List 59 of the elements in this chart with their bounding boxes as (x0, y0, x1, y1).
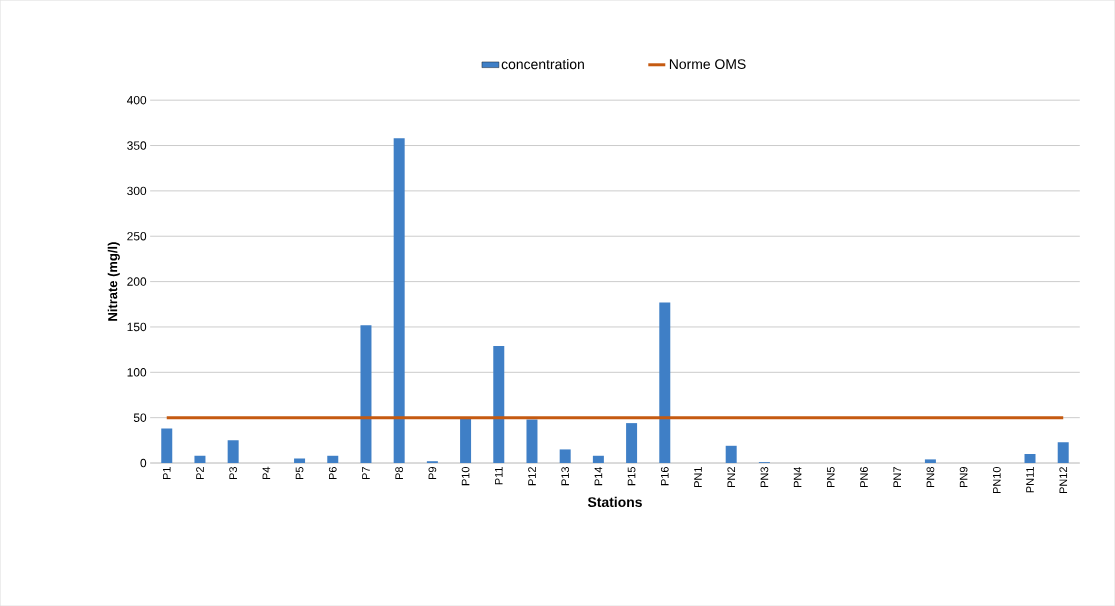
x-tick-label: P7 (362, 467, 370, 479)
bar (659, 302, 671, 463)
y-axis-title: Nitrate (mg/l) (107, 242, 120, 321)
x-tick-label: PN11 (1026, 467, 1034, 493)
x-tick-label: PN10 (992, 466, 1001, 493)
bar (161, 428, 173, 463)
x-tick-label: PN3 (760, 466, 769, 487)
x-tick-label: PN6 (860, 466, 868, 487)
x-tick-label: PN5 (826, 466, 835, 487)
x-axis-title: Stations (587, 496, 642, 507)
y-tick-label: 250 (127, 231, 147, 241)
y-tick-label: 150 (127, 322, 147, 332)
y-tick-label: 400 (126, 95, 147, 105)
bar (460, 418, 472, 463)
bar (360, 325, 372, 463)
x-tick-label: P12 (528, 467, 536, 486)
x-tick-label: P15 (627, 466, 636, 486)
y-tick-label: 50 (133, 413, 147, 422)
y-tick-label: 350 (127, 141, 147, 150)
x-tick-label: P13 (561, 466, 570, 486)
y-tick-label: 100 (127, 368, 147, 377)
x-tick-label: P4 (262, 466, 271, 479)
bar (592, 455, 604, 463)
x-tick-label: PN2 (727, 467, 736, 487)
x-tick-label: P1 (163, 467, 171, 479)
y-tick-label: 300 (127, 186, 147, 196)
legend-label: Norme OMS (669, 59, 746, 69)
x-tick-label: PN12 (1059, 467, 1068, 493)
x-tick-label: P2 (196, 467, 204, 479)
bar (924, 459, 936, 463)
x-tick-label: P11 (495, 467, 503, 485)
y-tick-label: 0 (140, 458, 147, 468)
y-tick-label: 200 (127, 277, 147, 286)
x-tick-label: PN9 (959, 466, 968, 487)
x-tick-label: P6 (328, 466, 337, 479)
x-tick-label: P9 (428, 466, 437, 479)
bar (294, 458, 306, 463)
bar (559, 449, 571, 463)
x-tick-label: PN7 (893, 467, 901, 487)
x-tick-label: PN4 (793, 466, 802, 487)
bar (526, 419, 538, 463)
bar (327, 455, 339, 463)
bar (1024, 453, 1036, 463)
x-tick-label: P16 (660, 466, 669, 486)
bar (227, 440, 239, 463)
x-tick-label: P14 (594, 466, 603, 486)
x-tick-label: P5 (295, 466, 304, 479)
bar (626, 423, 638, 463)
x-tick-label: P10 (461, 466, 470, 486)
x-tick-label: PN1 (694, 467, 702, 487)
bar (1057, 442, 1069, 463)
bar (725, 445, 737, 463)
x-tick-label: P3 (229, 466, 238, 479)
bar (393, 138, 405, 463)
bar (194, 455, 206, 463)
x-tick-label: P8 (395, 466, 404, 479)
x-tick-label: PN8 (926, 466, 935, 487)
legend-label: concentration (501, 58, 584, 70)
bar (493, 345, 505, 463)
